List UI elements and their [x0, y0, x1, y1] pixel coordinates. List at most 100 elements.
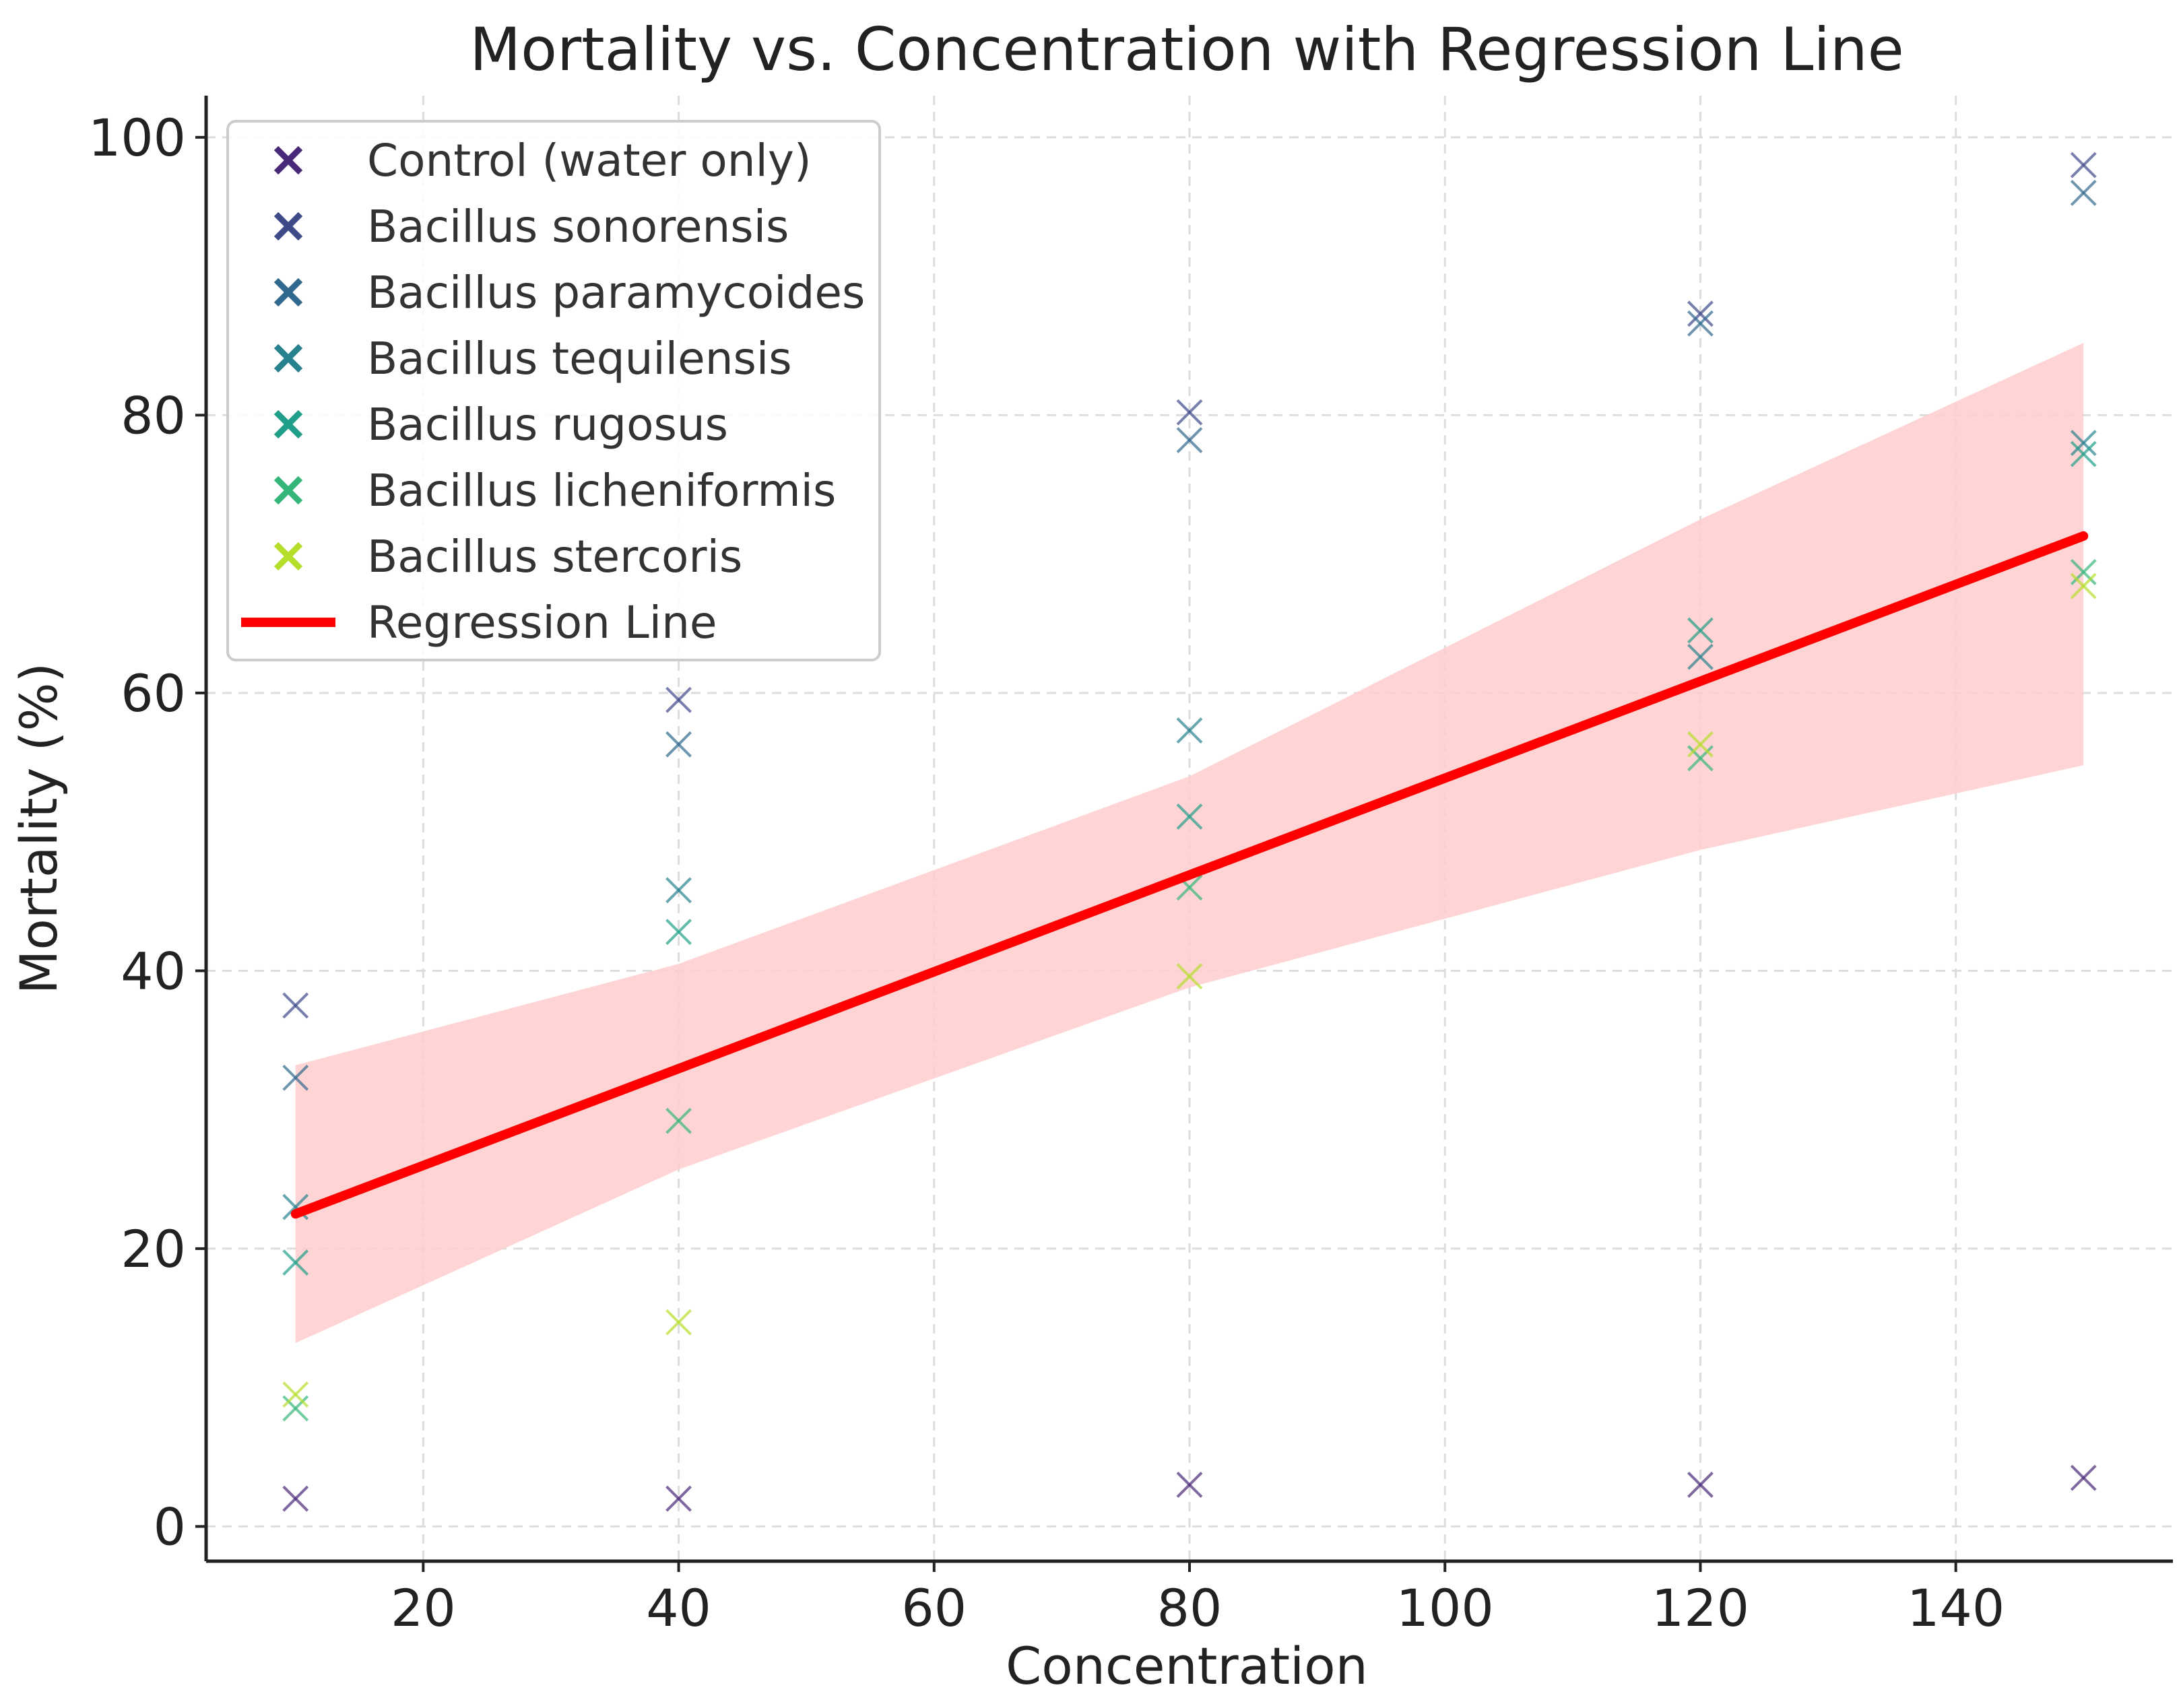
legend-box	[226, 120, 881, 661]
point-stroke	[665, 1107, 692, 1134]
data-point	[2070, 152, 2097, 178]
data-point	[2070, 440, 2097, 467]
data-point	[1176, 427, 1203, 453]
legend-label: Bacillus licheniformis	[367, 465, 836, 517]
point-stroke	[2070, 1464, 2097, 1491]
point-stroke	[665, 1309, 692, 1336]
point-stroke	[282, 1193, 309, 1220]
point-stroke	[1176, 399, 1203, 426]
data-point	[282, 1395, 309, 1422]
legend-marker	[273, 277, 303, 307]
x-axis-label: Concentration	[1006, 1636, 1368, 1696]
data-point	[1687, 1472, 1714, 1498]
data-point	[665, 1309, 692, 1336]
data-point	[1687, 731, 1714, 758]
tick-labels: 20 40 60 80 100 120 140 0 20 40 60 80 100	[88, 108, 2005, 1638]
data-point	[1176, 399, 1203, 426]
legend-label: Bacillus paramycoides	[367, 267, 865, 319]
point-stroke	[1687, 310, 1714, 337]
point-stroke	[1687, 300, 1714, 327]
legend-label: Control (water only)	[367, 135, 812, 187]
legend-marker	[273, 541, 303, 571]
legend-marker-stroke	[273, 211, 303, 241]
point-stroke	[282, 1485, 309, 1512]
point-stroke	[282, 1395, 309, 1422]
y-tick-label: 60	[121, 663, 186, 723]
point-stroke	[1176, 803, 1203, 830]
data-point	[282, 992, 309, 1019]
regression-line	[290, 531, 2089, 1219]
legend-marker-stroke	[273, 277, 303, 307]
point-stroke	[2070, 440, 2097, 467]
point-stroke	[1176, 717, 1203, 744]
legend-marker	[273, 343, 303, 373]
point-stroke	[1176, 874, 1203, 901]
data-point	[1687, 643, 1714, 670]
point-stroke	[665, 731, 692, 758]
point-stroke	[282, 992, 309, 1019]
data-point	[1176, 803, 1203, 830]
point-stroke	[665, 919, 692, 946]
point-stroke	[1176, 1472, 1203, 1498]
point-stroke	[2070, 559, 2097, 585]
legend-label: Bacillus tequilensis	[367, 333, 792, 385]
data-point	[1687, 300, 1714, 327]
legend-marker-stroke	[273, 541, 303, 571]
point-stroke	[1687, 731, 1714, 758]
data-point	[2070, 572, 2097, 599]
point-stroke	[1687, 745, 1714, 772]
data-point	[1176, 717, 1203, 744]
data-point	[282, 1485, 309, 1512]
axes	[195, 96, 2173, 1572]
legend-marker	[273, 145, 303, 175]
x-tick-label: 40	[646, 1578, 711, 1638]
data-point	[1176, 963, 1203, 990]
x-tick-label: 140	[1907, 1578, 2005, 1638]
x-tick-label: 80	[1157, 1578, 1223, 1638]
scatter-points	[282, 152, 2097, 1512]
data-point	[1176, 1472, 1203, 1498]
legend-label: Bacillus stercoris	[367, 531, 742, 583]
regression-confidence-band	[295, 343, 2084, 1344]
point-stroke	[282, 1381, 309, 1408]
point-stroke	[1687, 1472, 1714, 1498]
data-point	[2070, 179, 2097, 206]
y-tick-label: 80	[121, 385, 186, 445]
y-tick-label: 0	[154, 1497, 186, 1556]
x-tick-label: 20	[391, 1578, 456, 1638]
x-tick-label: 120	[1652, 1578, 1749, 1638]
data-point	[2070, 559, 2097, 585]
data-point	[665, 919, 692, 946]
point-stroke	[1687, 643, 1714, 670]
data-point	[1687, 617, 1714, 644]
chart-title: Mortality vs. Concentration with Regress…	[469, 15, 1904, 84]
data-point	[1687, 310, 1714, 337]
data-point	[665, 877, 692, 904]
y-tick-label: 20	[121, 1219, 186, 1279]
point-stroke	[665, 877, 692, 904]
data-point	[2070, 430, 2097, 457]
point-stroke	[282, 1249, 309, 1276]
data-point	[282, 1381, 309, 1408]
point-stroke	[2070, 430, 2097, 457]
legend-marker	[273, 409, 303, 439]
point-stroke	[665, 1485, 692, 1512]
data-point	[1687, 745, 1714, 772]
point-stroke	[2070, 572, 2097, 599]
legend-marker-stroke	[273, 409, 303, 439]
point-stroke	[2070, 179, 2097, 206]
legend-marker	[273, 211, 303, 241]
point-stroke	[2070, 152, 2097, 178]
y-tick-label: 100	[88, 108, 186, 168]
data-point	[2070, 1464, 2097, 1491]
x-tick-label: 100	[1396, 1578, 1494, 1638]
data-point	[665, 731, 692, 758]
y-axis-label: Mortality (%)	[9, 663, 69, 994]
legend-marker-stroke	[273, 343, 303, 373]
data-point	[282, 1064, 309, 1091]
legend-marker	[273, 475, 303, 505]
legend-label: Bacillus rugosus	[367, 399, 728, 451]
x-tick-label: 60	[901, 1578, 967, 1638]
point-stroke	[1176, 963, 1203, 990]
data-point	[665, 1485, 692, 1512]
